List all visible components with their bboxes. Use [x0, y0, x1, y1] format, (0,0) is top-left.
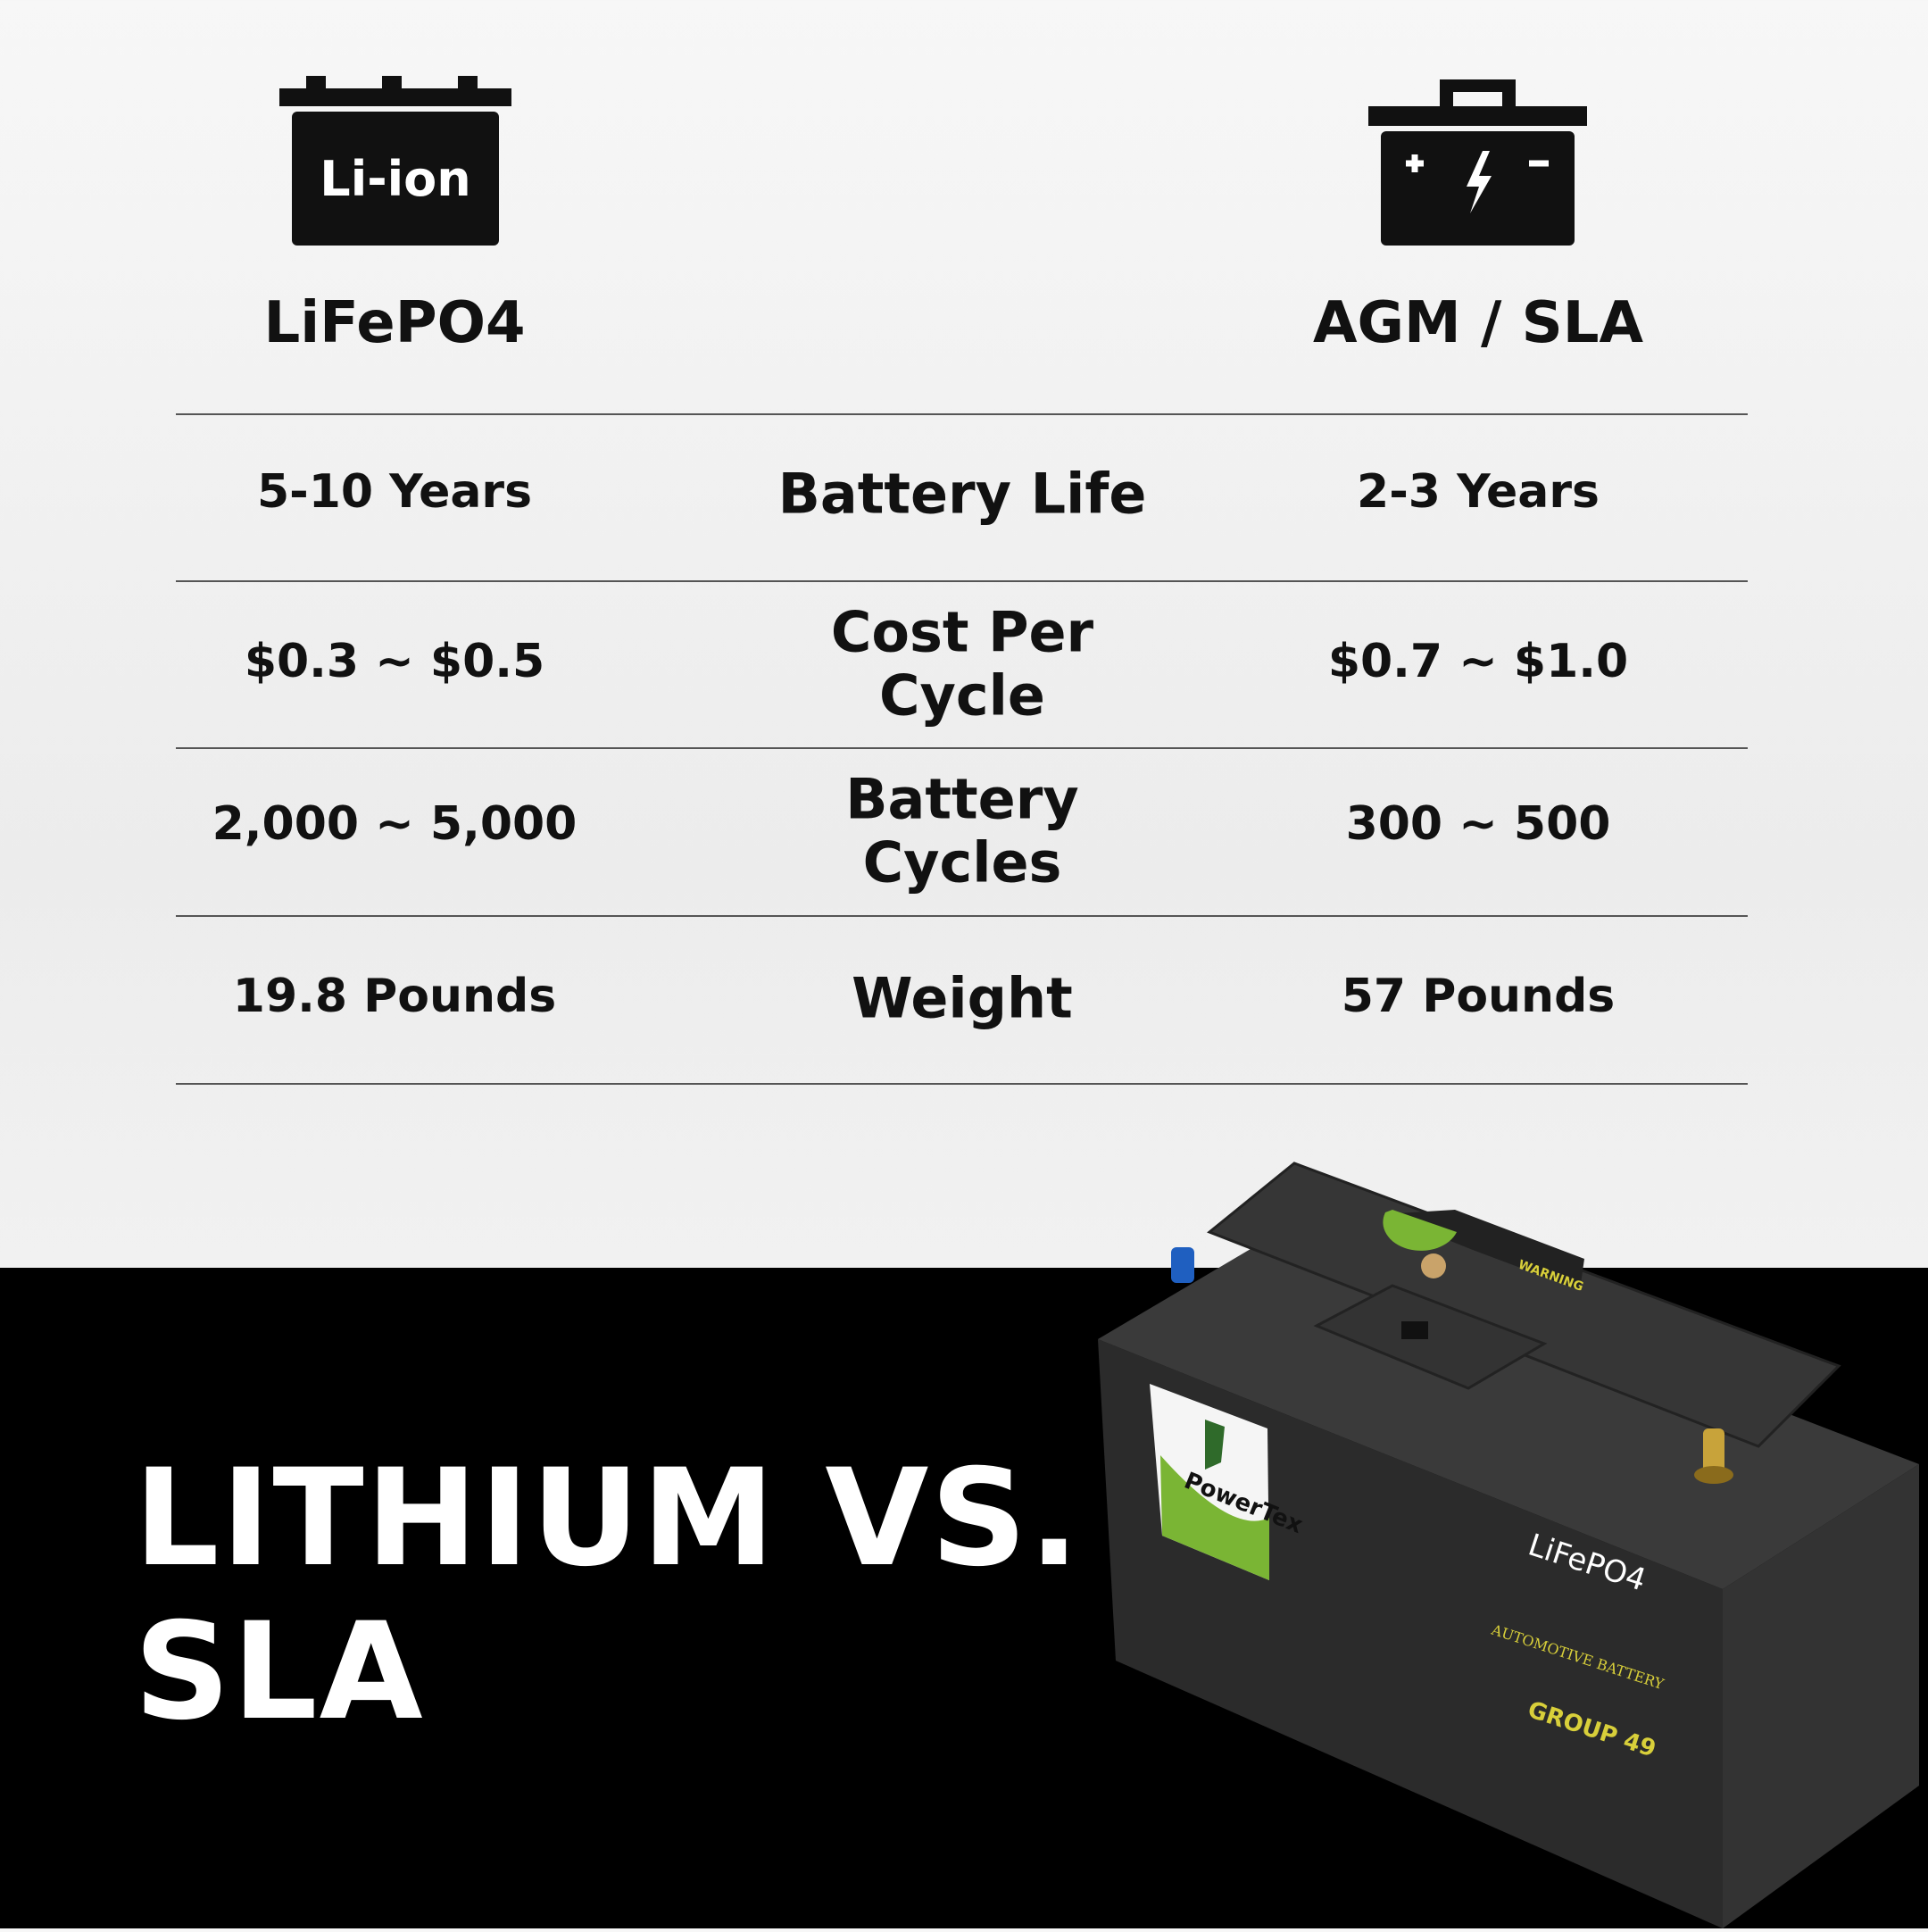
row-left-value: 19.8 Pounds	[232, 970, 557, 1023]
row-right-value: 2-3 Years	[1357, 465, 1600, 519]
table-divider	[176, 580, 1748, 582]
column-title-left: LiFePO4	[263, 290, 526, 356]
table-divider	[176, 747, 1748, 749]
li-ion-icon-label: Li-ion	[320, 151, 471, 207]
headline-line-2: SLA	[134, 1595, 425, 1750]
row-label: Weight	[852, 965, 1073, 1031]
row-label: Cost Per Cycle	[830, 599, 1094, 729]
li-ion-battery-icon: Li-ion	[279, 76, 511, 246]
row-right-value: 57 Pounds	[1341, 970, 1616, 1023]
table-divider	[176, 413, 1748, 415]
row-left-value: $0.3 ~ $0.5	[244, 635, 545, 688]
headline: LITHIUM VS. SLA	[134, 1442, 1081, 1749]
row-right-value: $0.7 ~ $1.0	[1327, 635, 1629, 688]
column-title-right: AGM / SLA	[1312, 290, 1644, 356]
row-left-value: 2,000 ~ 5,000	[212, 797, 578, 851]
lead-acid-battery-icon	[1368, 76, 1587, 246]
battery-product-image: WARNING PowerTex LiFePO4 AUTOMOTIVE BATT…	[1098, 1161, 1928, 1928]
table-divider	[176, 915, 1748, 917]
row-left-value: 5-10 Years	[256, 465, 533, 519]
row-right-value: 300 ~ 500	[1345, 797, 1611, 851]
table-divider	[176, 1083, 1748, 1085]
row-label: Battery Life	[777, 461, 1147, 527]
headline-line-1: LITHIUM VS.	[134, 1441, 1082, 1596]
row-label: Battery Cycles	[845, 766, 1079, 895]
